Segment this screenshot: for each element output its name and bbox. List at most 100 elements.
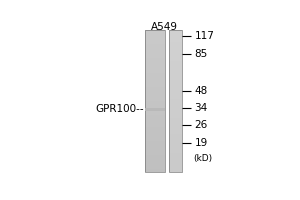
- Bar: [145, 44, 165, 47]
- Bar: [145, 84, 165, 87]
- Text: (kD): (kD): [193, 154, 212, 163]
- Bar: [145, 118, 165, 120]
- Bar: [145, 30, 165, 33]
- Bar: [145, 113, 165, 115]
- Bar: [145, 82, 165, 84]
- Bar: [169, 33, 182, 35]
- Bar: [169, 70, 182, 73]
- Bar: [145, 110, 165, 113]
- Bar: [145, 49, 165, 51]
- Bar: [169, 162, 182, 165]
- Bar: [169, 42, 182, 44]
- Bar: [145, 75, 165, 77]
- Bar: [169, 129, 182, 132]
- Bar: [145, 92, 165, 94]
- Bar: [145, 127, 165, 129]
- Bar: [145, 144, 165, 146]
- Bar: [145, 68, 165, 70]
- Bar: [169, 136, 182, 139]
- Bar: [145, 61, 165, 63]
- Bar: [169, 51, 182, 54]
- Bar: [169, 158, 182, 160]
- Bar: [169, 49, 182, 51]
- Bar: [169, 122, 182, 125]
- Bar: [169, 103, 182, 106]
- Bar: [145, 87, 165, 89]
- Bar: [145, 158, 165, 160]
- Bar: [145, 141, 165, 144]
- Bar: [169, 40, 182, 42]
- Bar: [145, 167, 165, 169]
- Bar: [145, 120, 165, 122]
- Bar: [145, 51, 165, 54]
- Bar: [169, 141, 182, 144]
- Text: A549: A549: [152, 22, 178, 32]
- Bar: [145, 101, 165, 103]
- Bar: [169, 37, 182, 40]
- Bar: [169, 153, 182, 155]
- Bar: [169, 58, 182, 61]
- Bar: [145, 160, 165, 162]
- Bar: [169, 61, 182, 63]
- Text: GPR100--: GPR100--: [96, 104, 145, 114]
- Bar: [145, 94, 165, 96]
- Bar: [145, 89, 165, 92]
- Bar: [169, 84, 182, 87]
- Bar: [169, 96, 182, 99]
- Bar: [169, 139, 182, 141]
- Bar: [145, 146, 165, 148]
- Bar: [169, 89, 182, 92]
- Text: 19: 19: [194, 138, 208, 148]
- Bar: [145, 134, 165, 136]
- Bar: [169, 132, 182, 134]
- Bar: [145, 139, 165, 141]
- Bar: [145, 58, 165, 61]
- Bar: [145, 162, 165, 165]
- Bar: [145, 155, 165, 158]
- Bar: [145, 165, 165, 167]
- Bar: [145, 30, 165, 172]
- Bar: [169, 134, 182, 136]
- Bar: [169, 167, 182, 169]
- Bar: [169, 113, 182, 115]
- Bar: [145, 125, 165, 127]
- Bar: [169, 151, 182, 153]
- Bar: [145, 115, 165, 118]
- Bar: [145, 106, 165, 108]
- Bar: [145, 96, 165, 99]
- Bar: [145, 35, 165, 37]
- Bar: [169, 63, 182, 66]
- Bar: [169, 148, 182, 151]
- Bar: [169, 120, 182, 122]
- Bar: [169, 110, 182, 113]
- Bar: [145, 153, 165, 155]
- Bar: [169, 66, 182, 68]
- Bar: [145, 103, 165, 106]
- Bar: [169, 115, 182, 118]
- Bar: [169, 155, 182, 158]
- Bar: [169, 118, 182, 120]
- Bar: [145, 108, 165, 111]
- Bar: [169, 160, 182, 162]
- Text: 34: 34: [194, 103, 208, 113]
- Bar: [169, 106, 182, 108]
- Bar: [145, 148, 165, 151]
- Bar: [169, 125, 182, 127]
- Bar: [169, 68, 182, 70]
- Bar: [169, 101, 182, 103]
- Bar: [169, 56, 182, 58]
- Bar: [145, 77, 165, 80]
- Bar: [145, 47, 165, 49]
- Bar: [169, 75, 182, 77]
- Bar: [145, 56, 165, 58]
- Bar: [145, 169, 165, 172]
- Bar: [169, 169, 182, 172]
- Bar: [145, 73, 165, 75]
- Bar: [169, 44, 182, 47]
- Bar: [169, 77, 182, 80]
- Bar: [145, 63, 165, 66]
- Bar: [145, 99, 165, 101]
- Bar: [169, 54, 182, 56]
- Text: 117: 117: [194, 31, 214, 41]
- Bar: [169, 30, 182, 33]
